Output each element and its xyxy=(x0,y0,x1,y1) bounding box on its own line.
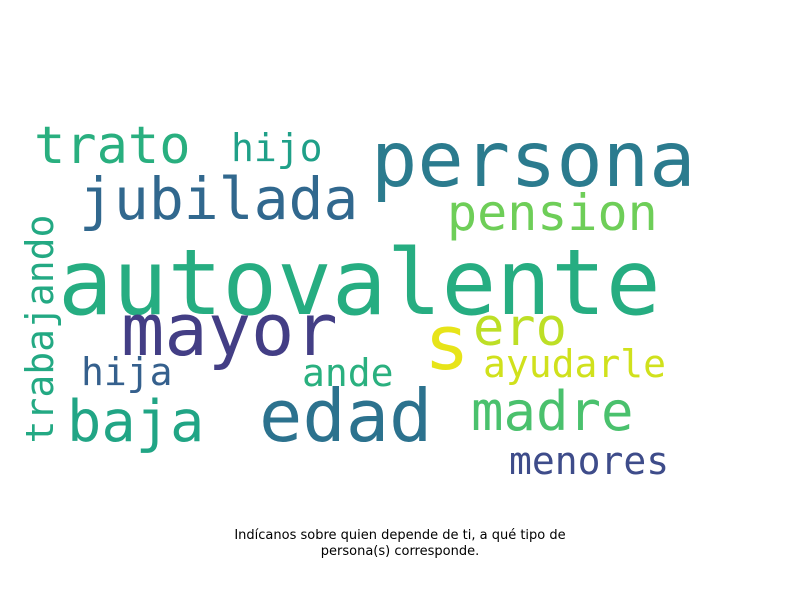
word-baja: baja xyxy=(67,389,205,455)
word-persona: persona xyxy=(371,116,696,205)
caption-line-1: Indícanos sobre quien depende de ti, a q… xyxy=(234,528,566,543)
word-hijo: hijo xyxy=(231,126,323,170)
word-jubilada: jubilada xyxy=(79,165,359,233)
word-trabajando: trabajando xyxy=(18,214,62,444)
word-edad: edad xyxy=(259,374,433,458)
word-cloud: trato hijo persona jubilada pension auto… xyxy=(18,116,696,483)
word-ayudarle: ayudarle xyxy=(483,342,667,386)
word-menores: menores xyxy=(509,439,670,483)
word-pension: pension xyxy=(447,184,658,242)
word-hija: hija xyxy=(81,350,173,394)
caption-line-2: persona(s) corresponde. xyxy=(320,544,480,559)
word-mayor: mayor xyxy=(121,288,338,372)
word-s: s xyxy=(424,298,470,387)
word-ero: ero xyxy=(473,298,567,358)
word-autovalente: autovalente xyxy=(58,231,661,336)
word-madre: madre xyxy=(471,380,634,443)
word-ande: ande xyxy=(302,351,394,395)
word-trato: trato xyxy=(34,116,191,176)
caption: Indícanos sobre quien depende de ti, a q… xyxy=(0,528,800,560)
